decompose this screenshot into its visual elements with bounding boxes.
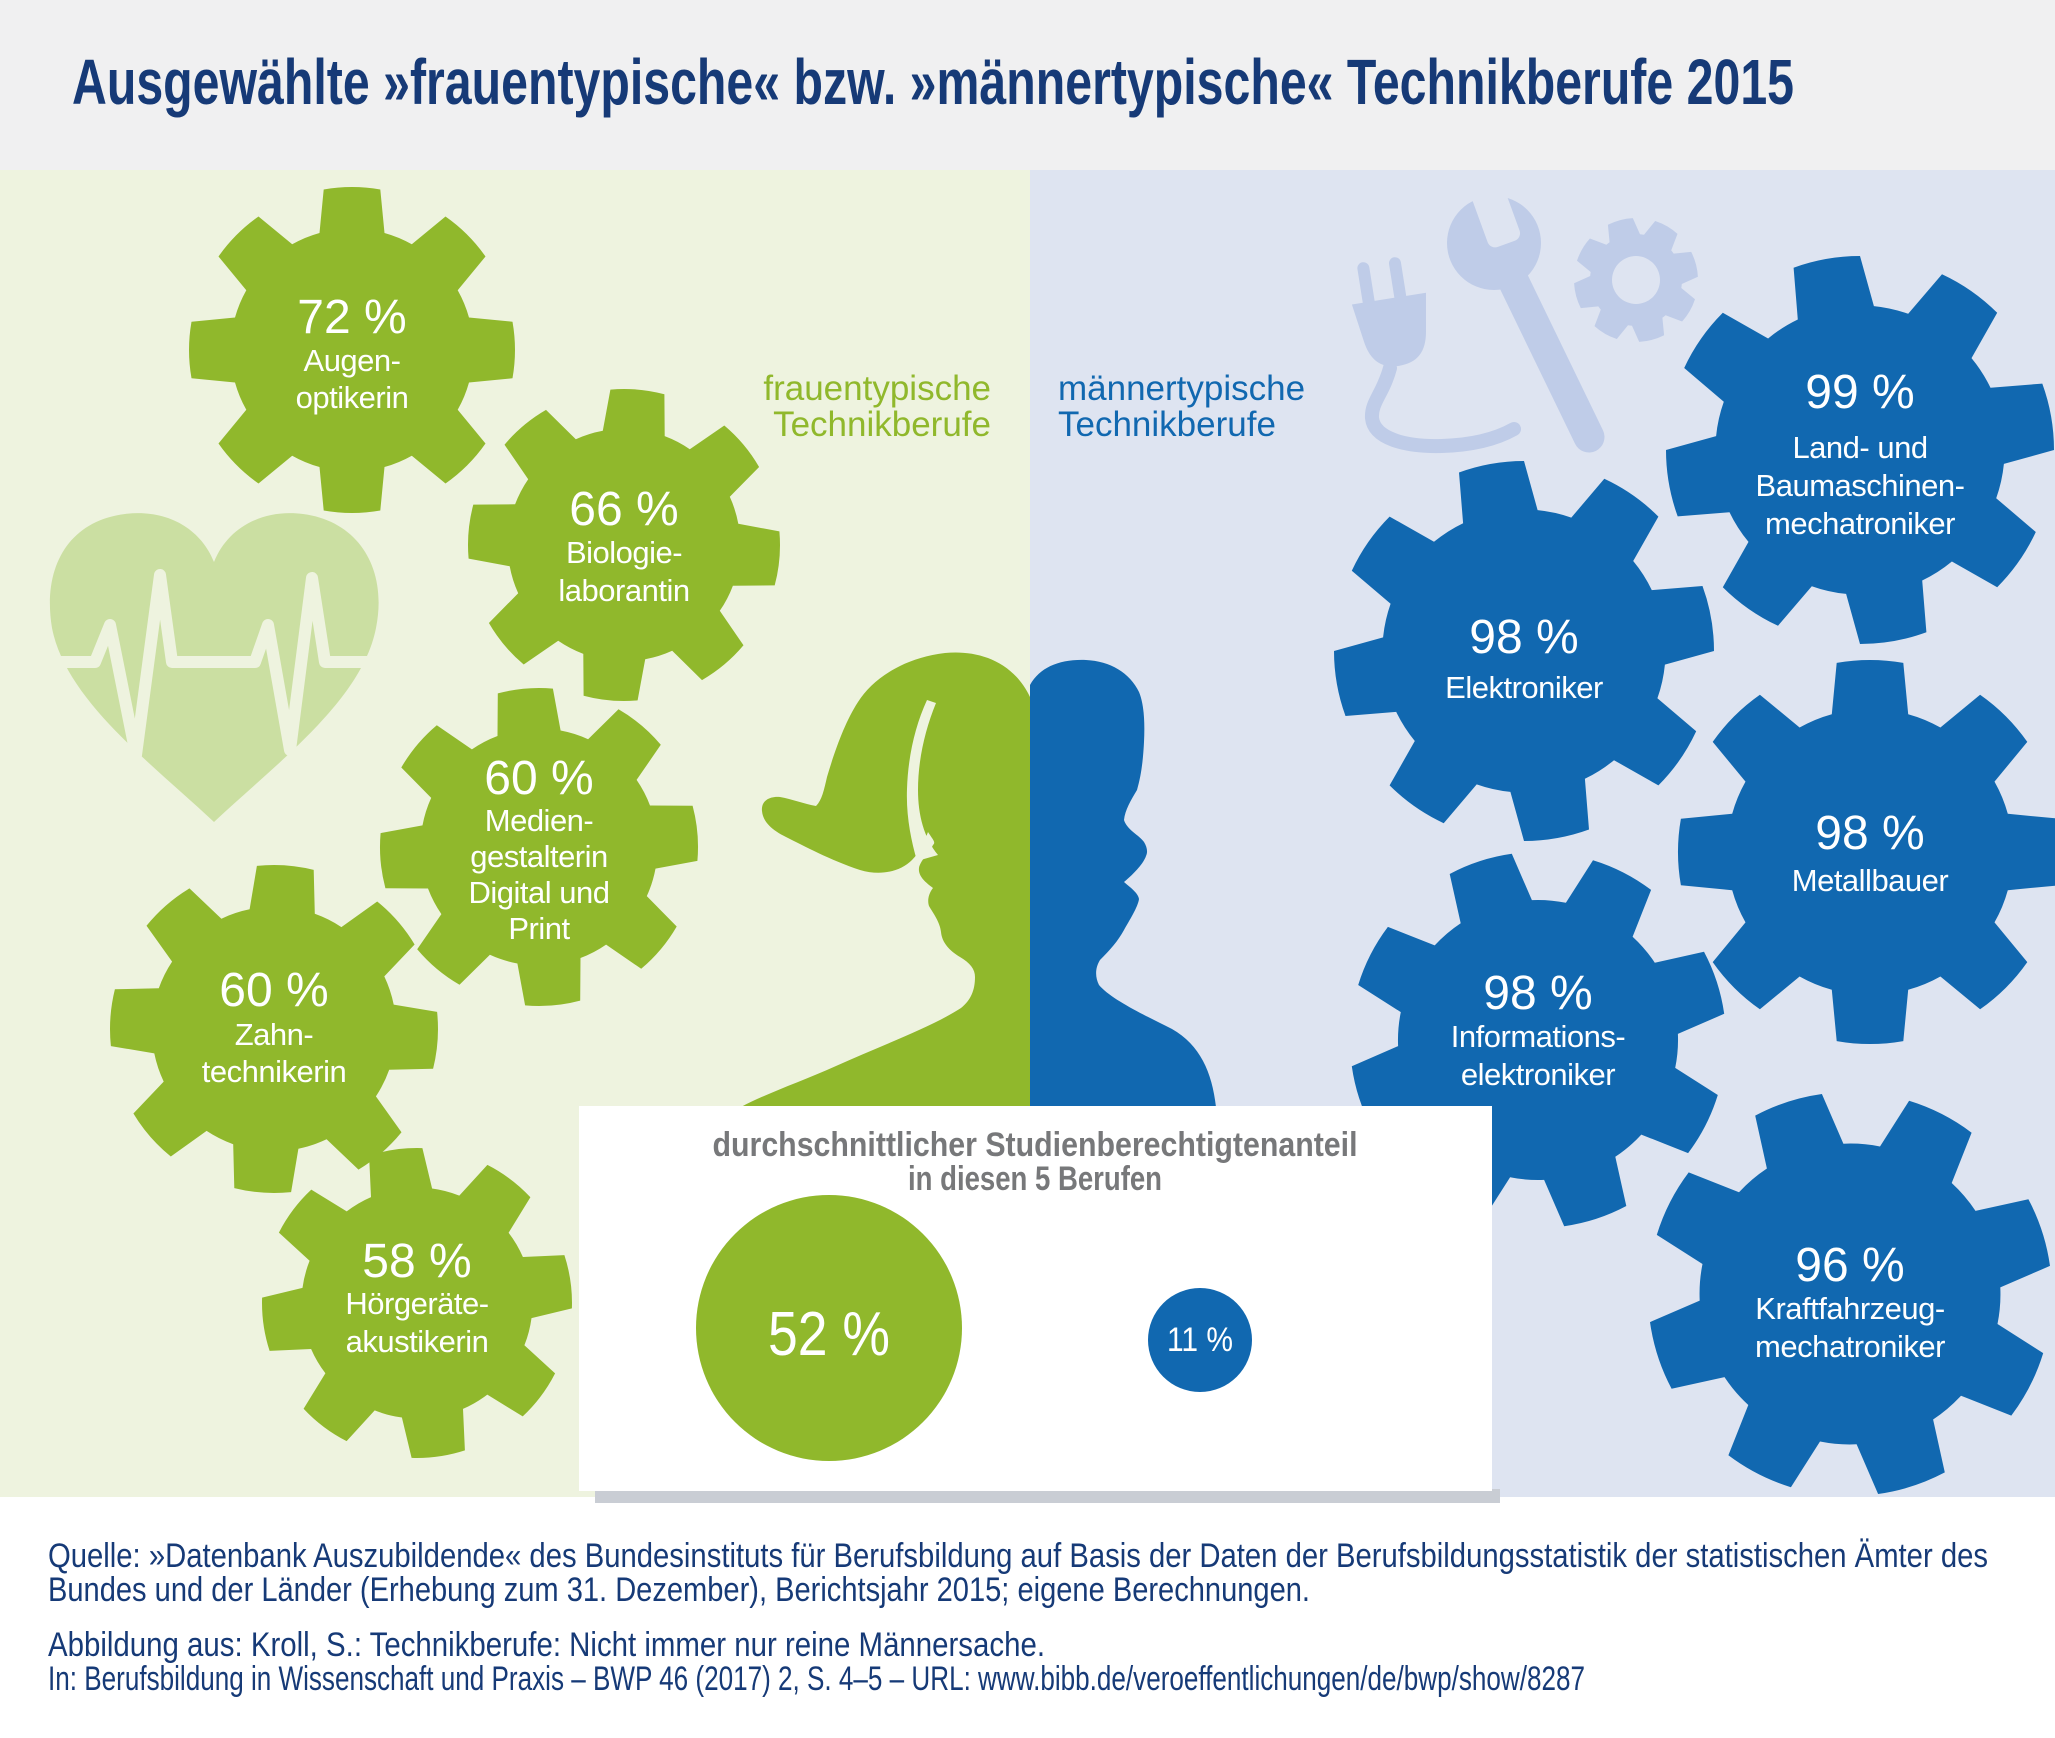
svg-text:optikerin: optikerin xyxy=(296,380,409,415)
svg-text:mechatroniker: mechatroniker xyxy=(1755,1329,1945,1364)
svg-text:frauentypische: frauentypische xyxy=(763,369,991,408)
svg-text:technikerin: technikerin xyxy=(202,1054,346,1089)
svg-text:elektroniker: elektroniker xyxy=(1461,1057,1615,1092)
svg-text:Baumaschinen-: Baumaschinen- xyxy=(1756,468,1965,503)
svg-text:Digital und: Digital und xyxy=(469,875,610,910)
svg-text:Hörgeräte-: Hörgeräte- xyxy=(345,1286,488,1321)
svg-text:In: Berufsbildung in Wissensch: In: Berufsbildung in Wissenschaft und Pr… xyxy=(48,1660,1585,1698)
svg-text:66 %: 66 % xyxy=(569,483,678,536)
svg-text:Technikberufe: Technikberufe xyxy=(773,405,991,444)
svg-text:Bundes und der Länder (Erhebun: Bundes und der Länder (Erhebung zum 31. … xyxy=(48,1571,1310,1609)
svg-text:Medien-: Medien- xyxy=(485,803,594,838)
svg-text:Biologie-: Biologie- xyxy=(566,535,682,570)
svg-text:Quelle: »Datenbank Auszubilden: Quelle: »Datenbank Auszubildende« des Bu… xyxy=(48,1537,1988,1575)
svg-text:akustikerin: akustikerin xyxy=(346,1324,489,1359)
svg-text:Metallbauer: Metallbauer xyxy=(1792,863,1949,898)
svg-text:durchschnittlicher Studienbere: durchschnittlicher Studienberechtigtenan… xyxy=(713,1126,1358,1164)
svg-text:60 %: 60 % xyxy=(219,964,328,1017)
svg-text:99 %: 99 % xyxy=(1805,366,1914,419)
svg-text:98 %: 98 % xyxy=(1469,611,1578,664)
svg-text:Augen-: Augen- xyxy=(304,343,401,378)
svg-text:72 %: 72 % xyxy=(297,291,406,344)
svg-text:Abbildung aus: Kroll, S.: Tech: Abbildung aus: Kroll, S.: Technikberufe:… xyxy=(48,1626,1045,1664)
svg-text:männertypische: männertypische xyxy=(1058,369,1305,408)
svg-text:58 %: 58 % xyxy=(362,1235,471,1288)
svg-text:Print: Print xyxy=(508,911,570,946)
svg-text:60 %: 60 % xyxy=(484,752,593,805)
svg-text:96 %: 96 % xyxy=(1795,1239,1904,1292)
svg-text:98 %: 98 % xyxy=(1815,807,1924,860)
svg-text:11 %: 11 % xyxy=(1167,1321,1233,1359)
svg-text:98 %: 98 % xyxy=(1483,967,1592,1020)
svg-text:Kraftfahrzeug-: Kraftfahrzeug- xyxy=(1755,1291,1944,1326)
svg-text:Elektroniker: Elektroniker xyxy=(1445,670,1603,705)
svg-text:52 %: 52 % xyxy=(768,1300,890,1369)
svg-text:gestalterin: gestalterin xyxy=(470,839,608,874)
svg-text:Technikberufe: Technikberufe xyxy=(1058,405,1276,444)
svg-text:mechatroniker: mechatroniker xyxy=(1765,506,1955,541)
svg-text:in diesen 5 Berufen: in diesen 5 Berufen xyxy=(908,1160,1162,1198)
svg-text:Informations-: Informations- xyxy=(1451,1019,1625,1054)
svg-text:Zahn-: Zahn- xyxy=(235,1017,313,1052)
svg-text:Ausgewählte »frauentypische« b: Ausgewählte »frauentypische« bzw. »männe… xyxy=(72,46,1794,118)
svg-text:Land- und: Land- und xyxy=(1792,430,1927,465)
svg-text:laborantin: laborantin xyxy=(558,573,689,608)
